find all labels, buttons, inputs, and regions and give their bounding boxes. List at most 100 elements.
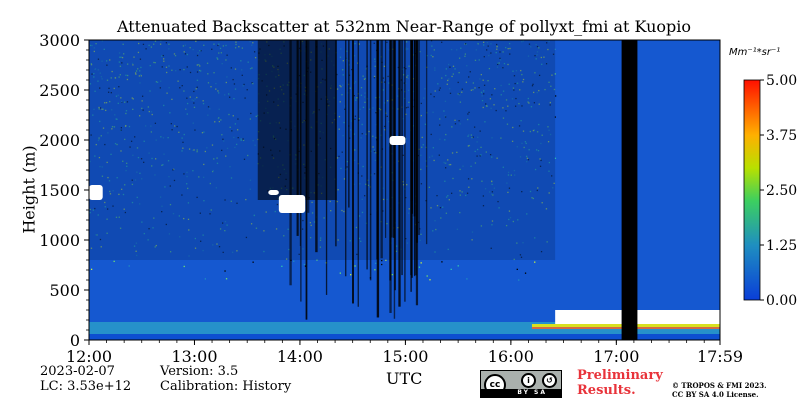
speckle	[293, 260, 295, 262]
y-tick-label: 3000	[39, 31, 80, 50]
y-tick-label: 500	[49, 281, 80, 300]
chart-title: Attenuated Backscatter at 532nm Near-Ran…	[116, 17, 692, 36]
speckle	[374, 269, 376, 271]
y-tick-label: 1000	[39, 231, 80, 250]
speckle	[304, 265, 307, 267]
streak	[385, 40, 387, 238]
streak	[315, 40, 318, 253]
speckle	[350, 274, 352, 276]
plot-area	[89, 40, 720, 340]
colorbar-tick-label: 5.00	[766, 73, 797, 89]
streak	[398, 40, 401, 307]
speckle	[524, 272, 527, 274]
speckle	[534, 261, 536, 263]
streak	[366, 40, 369, 270]
x-tick-label: 15:00	[382, 347, 428, 366]
y-tick-label: 2000	[39, 131, 80, 150]
speckle	[518, 279, 520, 281]
y-axis-label: Height (m)	[19, 145, 39, 234]
x-axis: 12:00 13:00 14:00 15:00 16:00 17:00 17:59	[66, 340, 743, 366]
colorbar-unit: Mm⁻¹*sr⁻¹	[729, 47, 781, 58]
streak	[376, 40, 380, 318]
x-tick-label: 16:00	[488, 347, 534, 366]
speckle	[450, 268, 452, 271]
cloud	[89, 185, 103, 200]
streak	[296, 40, 299, 236]
streak	[369, 40, 372, 281]
colorbar-tick-label: 0.00	[766, 293, 797, 309]
colorbar-axis: 0.00 1.25 2.50 3.75 5.00	[760, 73, 797, 309]
streak	[348, 40, 350, 208]
speckle	[375, 262, 377, 265]
x-tick-label: 13:00	[171, 347, 217, 366]
ground-layer	[89, 334, 720, 340]
speckle	[426, 275, 428, 277]
speckle	[281, 265, 283, 267]
streak	[305, 40, 308, 320]
streak	[344, 40, 347, 277]
speckle	[418, 266, 421, 268]
colorbar-tick-label: 1.25	[766, 238, 797, 254]
speckle	[339, 272, 341, 274]
streak	[307, 40, 310, 213]
x-tick-label: 17:00	[593, 347, 639, 366]
streak	[325, 40, 328, 295]
colorbar	[743, 79, 761, 301]
streak	[394, 40, 396, 291]
speckle	[224, 270, 226, 272]
speckle	[381, 259, 383, 262]
streak	[418, 40, 420, 236]
streak	[413, 40, 416, 217]
y-tick-label: 1500	[39, 181, 80, 200]
copyright-note: © TROPOS & FMI 2023. CC BY SA 4.0 License…	[672, 381, 767, 399]
cc-badge-text: BY SA	[481, 389, 561, 397]
cloud	[389, 136, 406, 145]
heatmap-layers	[89, 40, 720, 340]
colorbar-tick-label: 3.75	[766, 128, 797, 144]
cloud	[268, 190, 279, 195]
speckle	[391, 273, 393, 276]
y-tick-label: 0	[70, 331, 80, 350]
sharealike-icon: ↺	[542, 373, 557, 388]
y-tick-label: 2500	[39, 81, 80, 100]
speckle	[516, 268, 518, 271]
calibration-label: Calibration: History	[160, 379, 292, 394]
x-axis-label: UTC	[386, 369, 423, 388]
speckle	[381, 263, 383, 266]
no-data-gap	[621, 40, 638, 340]
lc-label: LC: 3.53e+12	[40, 379, 132, 394]
by-person-icon: i	[521, 373, 536, 388]
speckle	[457, 265, 459, 267]
speckle	[90, 268, 93, 270]
streak	[380, 40, 383, 259]
x-tick-label: 17:59	[697, 347, 743, 366]
streak	[357, 40, 359, 307]
y-axis: 0 500 1000 1500 2000 2500 3000	[39, 31, 89, 350]
streak	[352, 40, 354, 304]
speckle	[225, 278, 228, 280]
speckle	[429, 279, 431, 281]
speckle	[466, 278, 468, 280]
streak	[415, 40, 418, 243]
streak	[401, 40, 403, 276]
version-label: Version: 3.5	[160, 364, 239, 379]
low-cloud	[555, 310, 720, 324]
speckle	[303, 263, 306, 266]
streak	[410, 40, 413, 278]
speckle	[128, 265, 130, 267]
cc-license-badge: cc i ↺ BY SA	[480, 370, 562, 398]
speckle	[385, 259, 387, 261]
speckle	[554, 95, 557, 97]
x-tick-label: 14:00	[277, 347, 323, 366]
streak	[425, 40, 428, 245]
speckle	[354, 265, 356, 267]
speckle	[554, 157, 557, 159]
preliminary-note: Preliminary Results.	[577, 368, 663, 398]
speckle	[554, 116, 556, 118]
date-label: 2023-02-07	[40, 364, 115, 379]
cloud	[278, 195, 306, 213]
speckle	[420, 262, 422, 264]
streak	[289, 40, 292, 286]
streak	[389, 40, 392, 313]
